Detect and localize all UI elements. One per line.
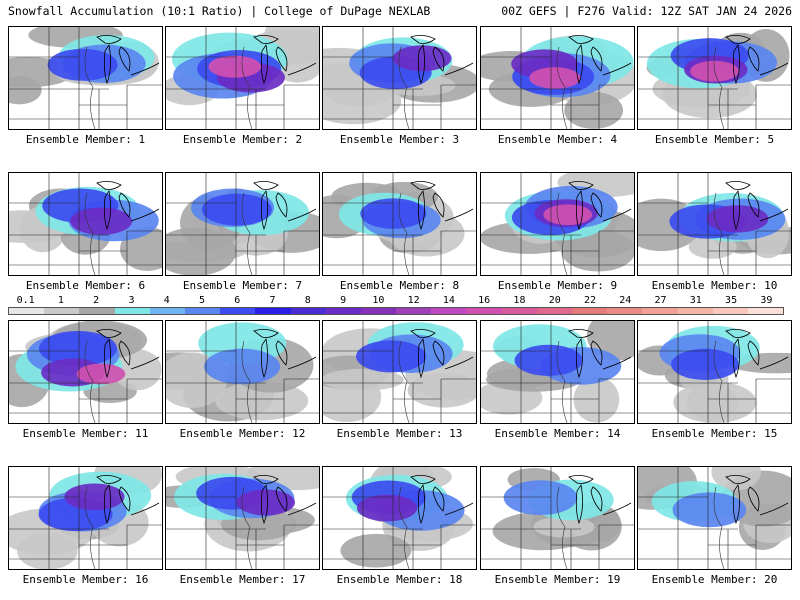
ensemble-map-18	[322, 466, 477, 570]
color-swatch	[712, 308, 748, 314]
color-swatch	[536, 308, 572, 314]
color-swatch	[677, 308, 713, 314]
color-swatch	[44, 308, 80, 314]
ensemble-map-17	[165, 466, 320, 570]
color-swatch	[79, 308, 115, 314]
color-scale-tick-label: 4	[163, 295, 170, 306]
ensemble-member-label-12: Ensemble Member: 12	[179, 427, 306, 440]
color-swatch	[290, 308, 326, 314]
valid-time: 00Z GEFS | F276 Valid: 12Z SAT JAN 24 20…	[501, 4, 792, 18]
color-scale-tick-label: 18	[513, 295, 526, 306]
color-scale-tick-label: 10	[372, 295, 385, 306]
chart-title: Snowfall Accumulation (10:1 Ratio) | Col…	[8, 4, 431, 18]
ensemble-map-2	[165, 26, 320, 130]
color-scale-tick-label: 9	[340, 295, 347, 306]
color-scale-tick-label: 39	[760, 295, 773, 306]
ensemble-map-15	[637, 320, 792, 424]
ensemble-map-1	[8, 26, 163, 130]
ensemble-member-label-13: Ensemble Member: 13	[336, 427, 463, 440]
color-scale-tick-label: 14	[442, 295, 455, 306]
ensemble-member-label-7: Ensemble Member: 7	[182, 279, 303, 292]
ensemble-map-6	[8, 172, 163, 276]
ensemble-member-label-18: Ensemble Member: 18	[336, 573, 463, 586]
ensemble-member-label-19: Ensemble Member: 19	[494, 573, 621, 586]
color-scale-legend: 0.1 1 2 3 4 5 6 7 8 9 10 12 14 16 18 20 22 24 27 31 35 39	[8, 295, 784, 317]
ensemble-map-9	[480, 172, 635, 276]
ensemble-member-label-20: Ensemble Member: 20	[651, 573, 778, 586]
color-scale-tick-label: 35	[725, 295, 738, 306]
color-scale-tick-label: 7	[269, 295, 276, 306]
color-scale-tick-label: 0.1	[16, 295, 35, 306]
color-scale-tick-label: 31	[689, 295, 702, 306]
color-swatch	[501, 308, 537, 314]
color-swatch	[184, 308, 221, 314]
color-scale-tick-label: 8	[304, 295, 311, 306]
ensemble-member-label-5: Ensemble Member: 5	[654, 133, 775, 146]
ensemble-member-label-4: Ensemble Member: 4	[497, 133, 618, 146]
color-swatch	[572, 308, 608, 314]
ensemble-map-19	[480, 466, 635, 570]
ensemble-member-label-14: Ensemble Member: 14	[494, 427, 621, 440]
color-swatch	[396, 308, 432, 314]
ensemble-map-16	[8, 466, 163, 570]
color-swatch	[431, 308, 467, 314]
color-scale-tick-label: 27	[654, 295, 667, 306]
color-scale-tick-label: 22	[583, 295, 597, 306]
color-swatch	[220, 308, 256, 314]
ensemble-map-20	[637, 466, 792, 570]
ensemble-member-label-11: Ensemble Member: 11	[22, 427, 149, 440]
color-swatch	[255, 308, 291, 314]
ensemble-member-label-16: Ensemble Member: 16	[22, 573, 149, 586]
color-scale-tick-label: 2	[93, 295, 100, 306]
ensemble-map-4	[480, 26, 635, 130]
ensemble-member-label-3: Ensemble Member: 3	[339, 133, 460, 146]
color-swatch	[642, 308, 678, 314]
color-scale-tick-label: 1	[57, 295, 64, 306]
color-scale-tick-label: 16	[478, 295, 491, 306]
color-swatch	[747, 308, 784, 314]
ensemble-map-8	[322, 172, 477, 276]
ensemble-map-5	[637, 26, 792, 130]
ensemble-map-7	[165, 172, 320, 276]
color-scale-tick-label: 6	[234, 295, 241, 306]
color-scale-tick-label: 20	[548, 295, 561, 306]
ensemble-member-label-1: Ensemble Member: 1	[25, 133, 146, 146]
ensemble-member-label-6: Ensemble Member: 6	[25, 279, 146, 292]
ensemble-member-label-10: Ensemble Member: 10	[651, 279, 778, 292]
ensemble-map-3	[322, 26, 477, 130]
ensemble-map-14	[480, 320, 635, 424]
ensemble-map-13	[322, 320, 477, 424]
ensemble-member-label-8: Ensemble Member: 8	[339, 279, 460, 292]
color-swatch	[607, 308, 643, 314]
color-swatch	[360, 308, 397, 314]
ensemble-member-label-17: Ensemble Member: 17	[179, 573, 306, 586]
color-swatch	[325, 308, 361, 314]
ensemble-map-12	[165, 320, 320, 424]
color-swatch	[114, 308, 150, 314]
color-swatch	[149, 308, 185, 314]
color-scale-tick-label: 5	[198, 295, 206, 306]
color-swatch	[9, 308, 45, 314]
ensemble-member-label-15: Ensemble Member: 15	[651, 427, 778, 440]
color-scale-bar	[8, 307, 784, 315]
color-scale-tick-label: 3	[128, 295, 135, 306]
color-scale-tick-label: 12	[407, 295, 420, 306]
ensemble-member-label-9: Ensemble Member: 9	[497, 279, 618, 292]
ensemble-map-10	[637, 172, 792, 276]
color-scale-tick-label: 24	[619, 295, 632, 306]
ensemble-member-label-2: Ensemble Member: 2	[182, 133, 303, 146]
color-swatch	[466, 308, 502, 314]
ensemble-map-11	[8, 320, 163, 424]
